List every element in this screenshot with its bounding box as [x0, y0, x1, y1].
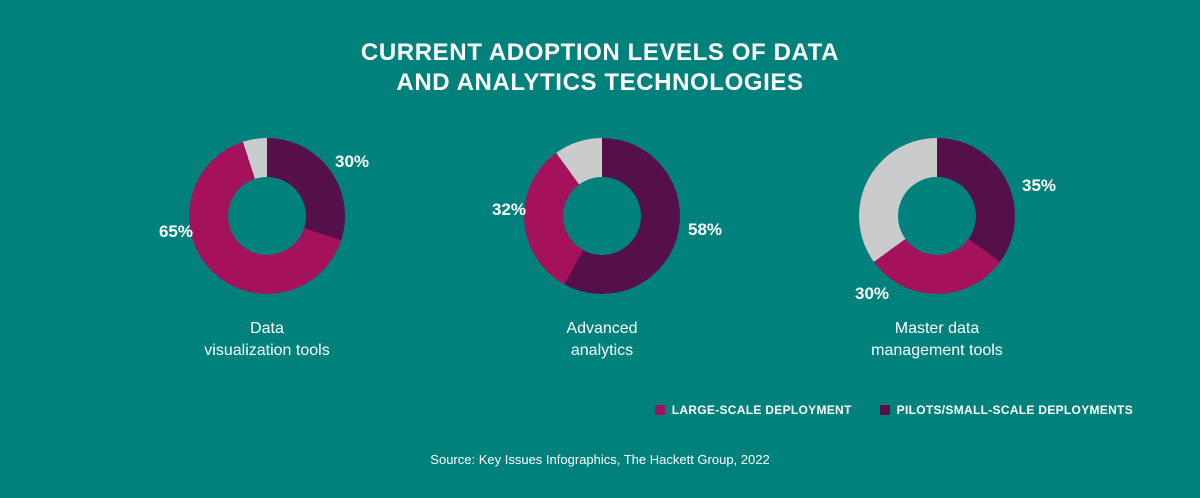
chart-caption: Advanced analytics — [442, 318, 762, 362]
large-scale-pct-label: 65% — [158, 222, 193, 241]
legend-swatch-magenta — [654, 405, 665, 415]
donut-ring — [524, 138, 680, 294]
pilots-pct-label: 30% — [335, 152, 370, 171]
legend-item-pilots: PILOTS/SMALL-SCALE DEPLOYMENTS — [879, 403, 1133, 417]
chart-caption-line1: Data — [250, 320, 284, 337]
donut-hole — [898, 177, 976, 255]
donut-ring — [859, 138, 1015, 294]
page-title-line2: AND ANALYTICS TECHNOLOGIES — [396, 69, 804, 96]
legend-item-large-scale: LARGE-SCALE DEPLOYMENT — [654, 403, 852, 417]
donut-chart-master-data-management: 30% 35% Master data management tools — [777, 130, 1097, 380]
source-attribution: Source: Key Issues Infographics, The Hac… — [430, 452, 770, 467]
large-scale-pct-label: 30% — [855, 284, 890, 303]
large-scale-pct-label: 32% — [491, 200, 526, 219]
donut-chart-advanced-analytics: 32% 58% Advanced analytics — [442, 130, 762, 380]
page-title-line1: CURRENT ADOPTION LEVELS OF DATA — [360, 39, 840, 66]
charts-row: 65% 30% Data visualization tools 32% 58%… — [0, 130, 1200, 380]
chart-caption-line2: management tools — [871, 342, 1003, 359]
chart-caption-line2: visualization tools — [204, 342, 330, 359]
legend-swatch-purple — [879, 405, 890, 415]
chart-caption-line2: analytics — [570, 342, 634, 359]
pilots-pct-label: 35% — [1022, 176, 1057, 195]
legend-label: PILOTS/SMALL-SCALE DEPLOYMENTS — [896, 403, 1133, 417]
donut-chart-data-visualization: 65% 30% Data visualization tools — [107, 130, 427, 380]
chart-caption-line1: Master data — [894, 320, 980, 337]
chart-legend: LARGE-SCALE DEPLOYMENT PILOTS/SMALL-SCAL… — [0, 403, 1133, 417]
chart-caption: Data visualization tools — [107, 318, 427, 362]
legend-label: LARGE-SCALE DEPLOYMENT — [671, 403, 852, 417]
donut-hole — [228, 177, 306, 255]
chart-caption-line1: Advanced — [566, 320, 638, 337]
pilots-pct-label: 58% — [688, 220, 723, 239]
donut-ring — [189, 138, 345, 294]
donut-hole — [563, 177, 641, 255]
chart-caption: Master data management tools — [777, 318, 1097, 362]
page-title: CURRENT ADOPTION LEVELS OF DATA AND ANAL… — [0, 38, 1200, 98]
